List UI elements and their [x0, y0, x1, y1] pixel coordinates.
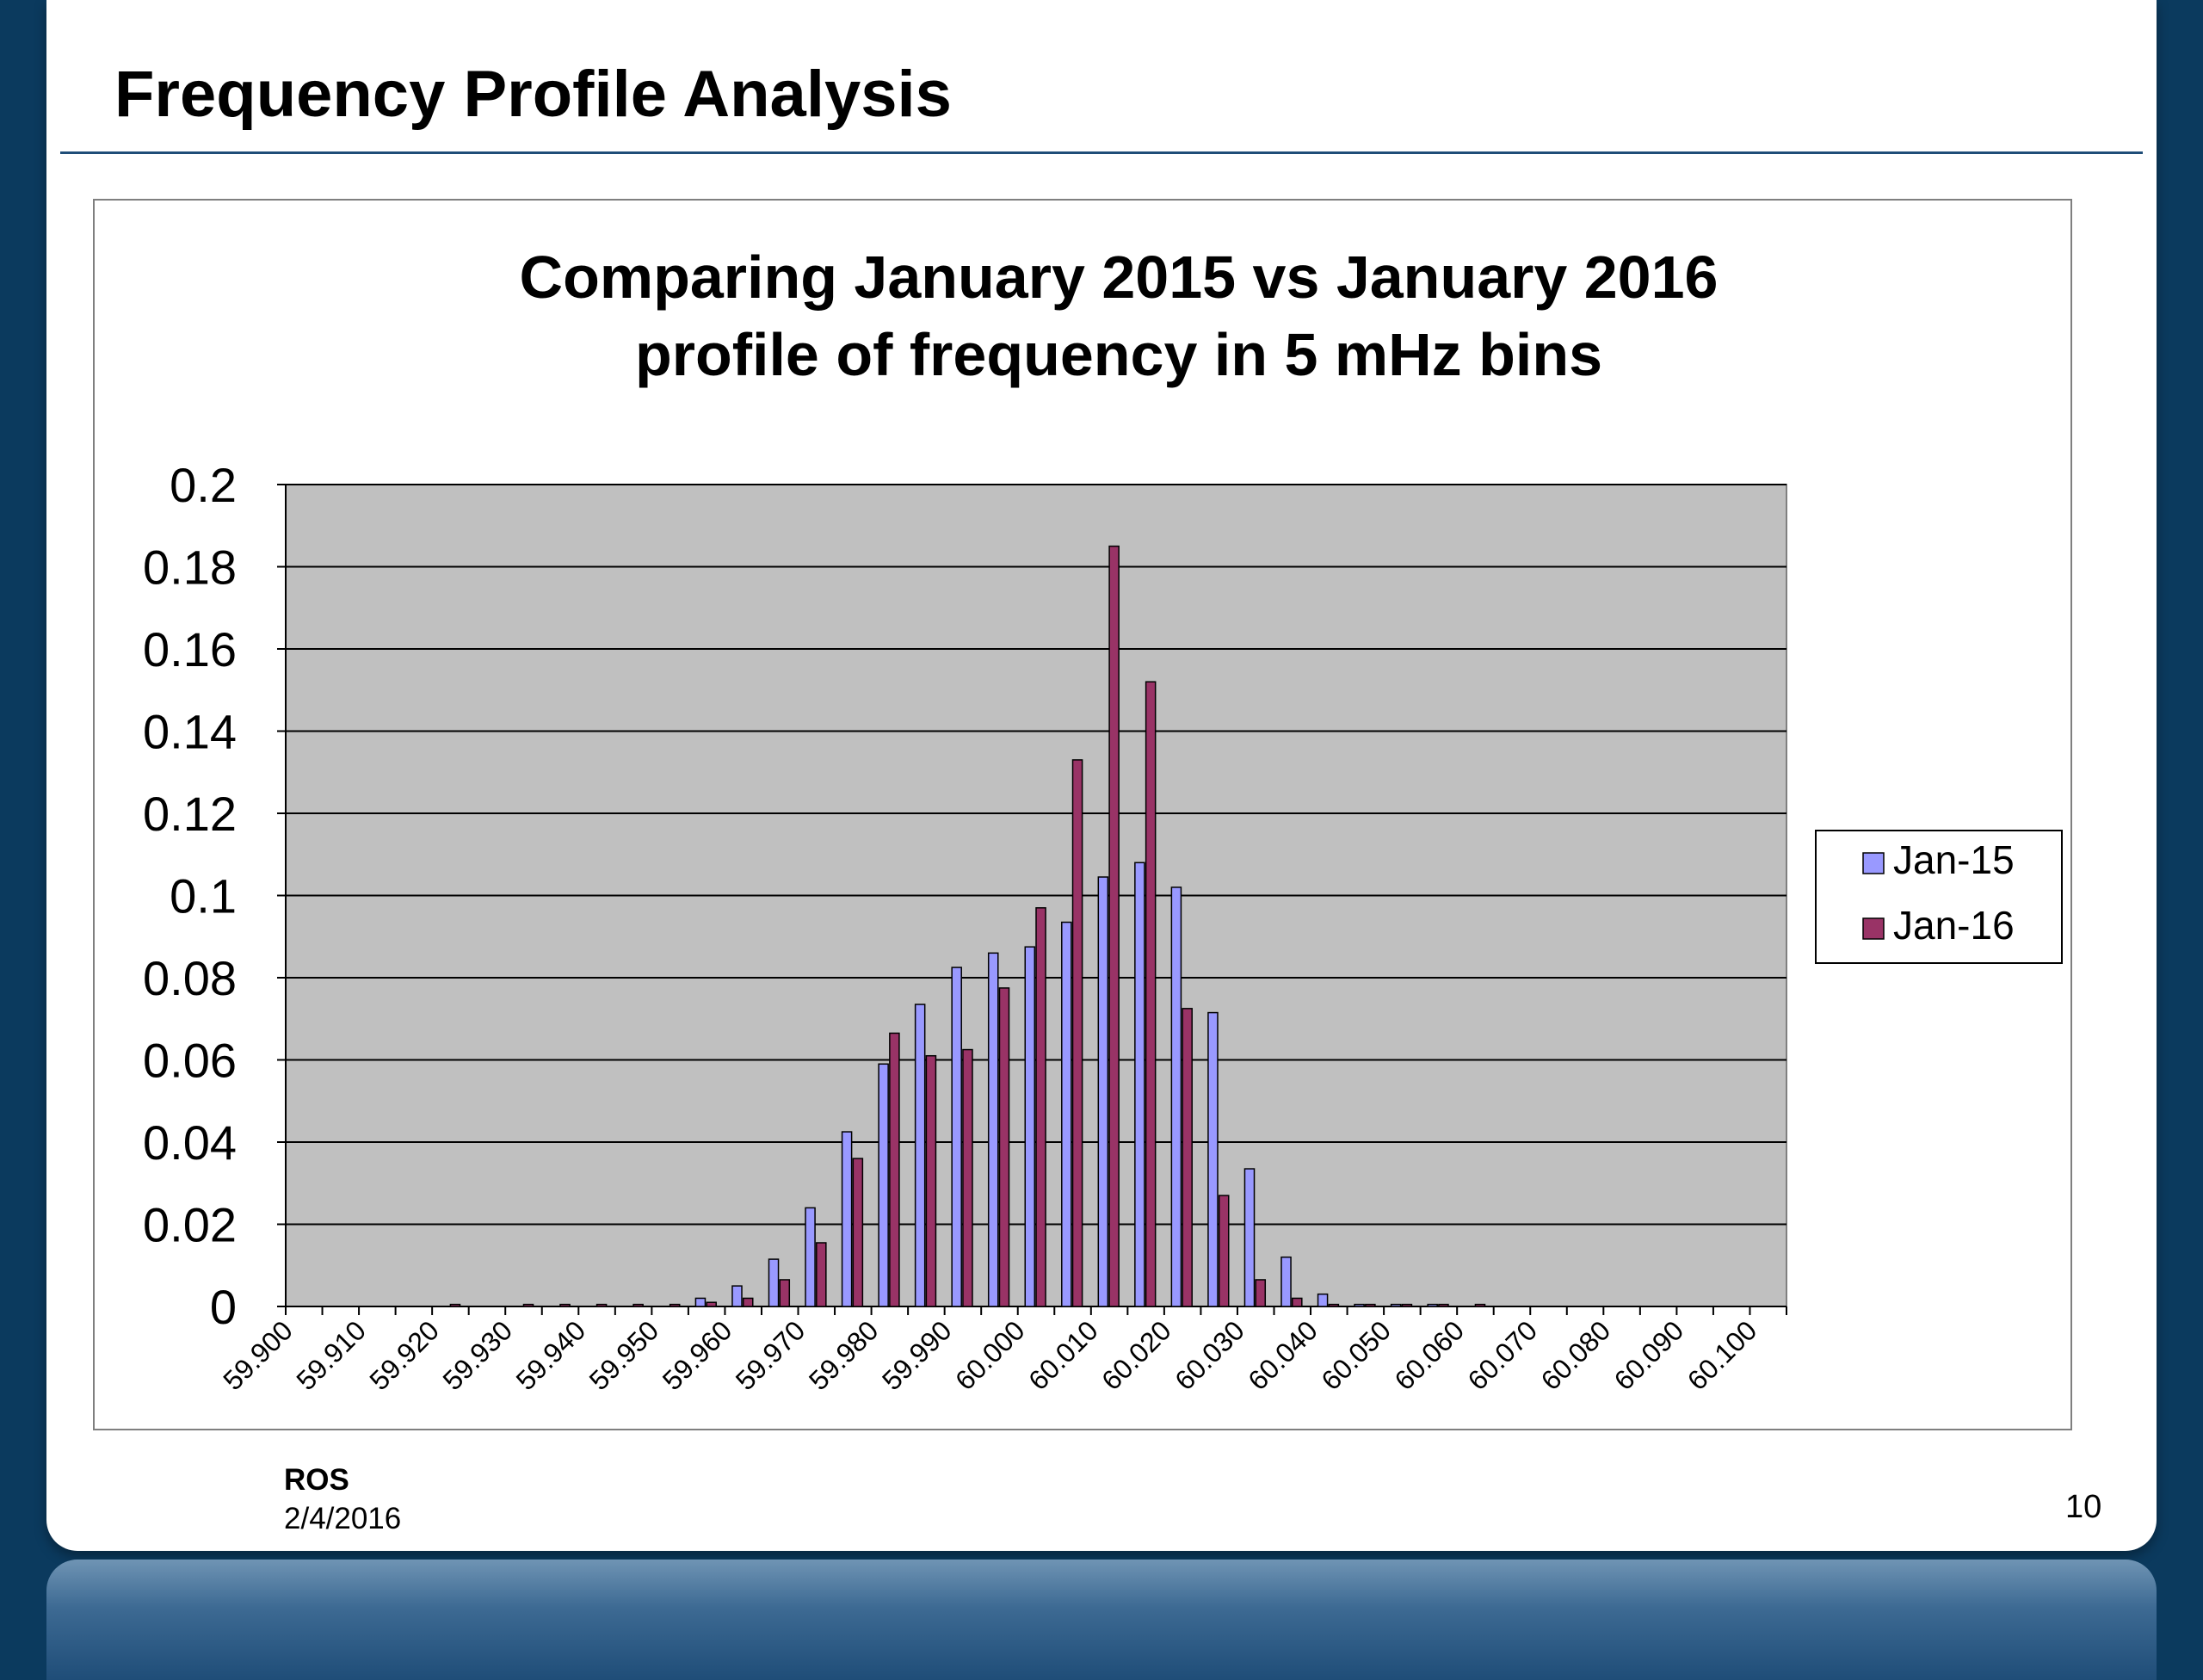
bar-jan-16-59.975 — [852, 1158, 864, 1307]
bar-jan-16-60.035 — [1292, 1297, 1303, 1307]
bar-jan-15-59.980 — [878, 1063, 889, 1307]
chart-container: Comparing January 2015 vs January 2016 pr… — [93, 199, 2072, 1430]
x-tick-label: 60.070 — [1462, 1314, 1544, 1396]
bar-jan-15-60.035 — [1280, 1256, 1292, 1307]
y-tick-label: 0.2 — [170, 458, 237, 512]
bar-jan-16-60.000 — [1035, 907, 1046, 1307]
x-tick-label: 59.920 — [363, 1314, 445, 1396]
bar-jan-16-60.040 — [1328, 1303, 1340, 1307]
bar-jan-15-59.955 — [694, 1297, 707, 1307]
bar-jan-16-60.015 — [1145, 681, 1157, 1307]
x-tick-label: 60.090 — [1608, 1314, 1690, 1396]
footer-date: 2/4/2016 — [284, 1502, 402, 1535]
chart-title-line: Comparing January 2015 vs January 2016 — [520, 244, 1719, 311]
bottom-band — [46, 1560, 2157, 1680]
y-tick-label: 0.02 — [143, 1198, 237, 1252]
bar-jan-15-60.045 — [1354, 1303, 1365, 1307]
x-tick-label: 59.940 — [510, 1314, 592, 1396]
bar-jan-16-59.920 — [449, 1303, 461, 1307]
x-tick-label: 60.100 — [1682, 1314, 1763, 1396]
bar-jan-16-59.995 — [998, 987, 1010, 1307]
bar-jan-15-60.050 — [1390, 1303, 1402, 1307]
x-tick-label: 60.050 — [1315, 1314, 1397, 1396]
y-tick-label: 0.06 — [143, 1034, 237, 1088]
x-tick-label: 59.930 — [437, 1314, 519, 1396]
bar-jan-16-60.020 — [1182, 1008, 1193, 1307]
bar-jan-15-60.015 — [1134, 862, 1145, 1307]
title-divider — [60, 151, 2143, 154]
bar-jan-15-59.985 — [914, 1004, 926, 1307]
page-number: 10 — [2065, 1489, 2102, 1525]
legend-label: Jan-16 — [1893, 903, 2015, 948]
x-tick-label: 60.080 — [1535, 1314, 1617, 1396]
x-tick-label: 60.010 — [1022, 1314, 1104, 1396]
bar-jan-15-59.975 — [841, 1131, 853, 1307]
bar-jan-16-60.010 — [1108, 545, 1120, 1307]
y-tick-label: 0.16 — [143, 622, 237, 676]
bar-jan-16-59.965 — [779, 1279, 791, 1307]
bar-jan-16-60.030 — [1255, 1279, 1267, 1307]
legend-label: Jan-15 — [1893, 837, 2015, 882]
bar-jan-15-60.005 — [1061, 921, 1072, 1307]
bar-jan-16-59.980 — [889, 1032, 900, 1307]
bar-jan-16-60.025 — [1218, 1195, 1230, 1307]
legend-box — [1815, 830, 2063, 964]
y-tick-label: 0 — [210, 1280, 237, 1334]
bar-jan-15-60.025 — [1207, 1011, 1219, 1307]
bar-jan-16-59.950 — [669, 1303, 681, 1307]
x-tick-label: 59.990 — [876, 1314, 958, 1396]
y-tick-label: 0.04 — [143, 1115, 237, 1170]
bar-jan-16-59.945 — [633, 1303, 644, 1307]
chart-title-line: profile of frequency in 5 mHz bins — [635, 321, 1602, 388]
x-tick-label: 59.910 — [290, 1314, 372, 1396]
bar-jan-16-60.055 — [1438, 1303, 1449, 1307]
y-tick-label: 0.08 — [143, 951, 237, 1005]
bar-jan-16-60.060 — [1474, 1303, 1486, 1307]
bar-jan-15-60.040 — [1317, 1293, 1329, 1307]
bar-jan-16-59.985 — [925, 1054, 937, 1307]
bar-chart: Comparing January 2015 vs January 2016 pr… — [143, 244, 2063, 1396]
bar-jan-16-59.930 — [522, 1303, 534, 1307]
x-tick-label: 60.020 — [1095, 1314, 1177, 1396]
y-tick-label: 0.18 — [143, 540, 237, 595]
slide-title: Frequency Profile Analysis — [114, 58, 952, 131]
bar-jan-15-60.030 — [1243, 1168, 1256, 1307]
bar-jan-15-59.995 — [987, 952, 999, 1307]
bar-jan-15-60.055 — [1427, 1303, 1438, 1307]
bar-jan-16-60.005 — [1071, 759, 1083, 1307]
x-tick-label: 59.970 — [730, 1314, 811, 1396]
bar-jan-16-60.045 — [1365, 1303, 1376, 1307]
y-tick-label: 0.12 — [143, 787, 237, 841]
bar-jan-15-59.965 — [768, 1258, 780, 1307]
x-tick-label: 60.000 — [949, 1314, 1031, 1396]
bar-jan-16-59.935 — [559, 1303, 571, 1307]
bar-jan-15-59.960 — [731, 1285, 743, 1307]
legend-swatch-jan-16 — [1862, 917, 1885, 940]
bar-jan-16-59.960 — [742, 1297, 754, 1307]
x-tick-label: 59.980 — [803, 1314, 885, 1396]
bar-jan-15-59.990 — [951, 967, 962, 1307]
x-tick-label: 60.030 — [1169, 1314, 1250, 1396]
legend-swatch-jan-15 — [1862, 852, 1885, 874]
bar-jan-16-59.990 — [962, 1048, 973, 1307]
x-tick-label: 60.060 — [1388, 1314, 1470, 1396]
x-tick-label: 59.950 — [583, 1314, 665, 1396]
bar-jan-15-60.010 — [1097, 876, 1109, 1307]
x-tick-label: 60.040 — [1242, 1314, 1324, 1396]
bar-jan-15-60.000 — [1024, 946, 1036, 1307]
bar-jan-16-59.940 — [595, 1303, 608, 1307]
bar-jan-16-60.050 — [1401, 1303, 1413, 1307]
bar-jan-16-59.955 — [706, 1301, 717, 1307]
bar-jan-16-59.970 — [816, 1242, 827, 1307]
x-tick-label: 59.960 — [657, 1314, 738, 1396]
y-tick-label: 0.1 — [170, 869, 237, 923]
footer-organization: ROS — [284, 1463, 349, 1497]
bar-jan-15-59.970 — [805, 1207, 816, 1307]
bar-jan-15-60.020 — [1170, 886, 1182, 1307]
y-tick-label: 0.14 — [143, 705, 237, 759]
